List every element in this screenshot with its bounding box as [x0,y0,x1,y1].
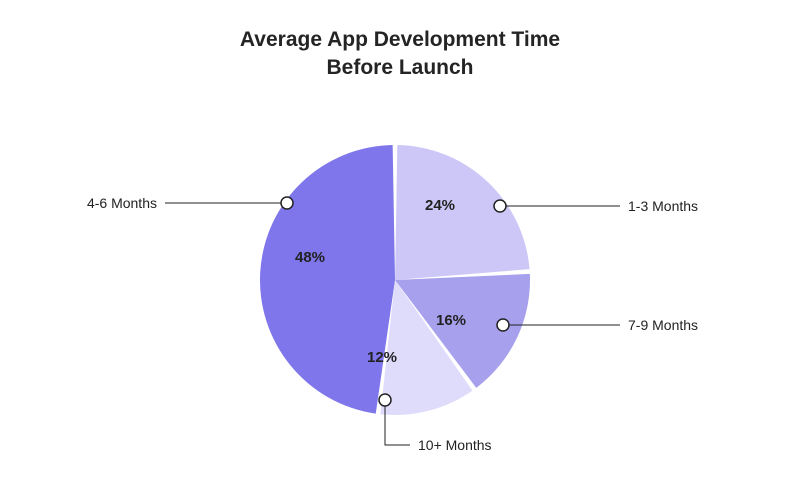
pie-chart-container: Average App Development Time Before Laun… [0,0,800,503]
chart-title-line1: Average App Development Time [240,28,560,51]
pie-slice-1-3 [395,145,530,280]
legend-label-4-6: 4-6 Months [87,195,157,211]
marker-7-9 [497,319,509,331]
chart-title: Average App Development Time Before Laun… [0,26,800,83]
pct-label-10plus: 12% [367,349,397,366]
marker-1-3 [494,200,506,212]
chart-title-line2: Before Launch [326,56,473,79]
marker-10plus [379,394,391,406]
legend-label-1-3: 1-3 Months [628,198,698,214]
pct-label-7-9: 16% [436,312,466,329]
pie-slice-4-6 [260,145,395,414]
pct-label-1-3: 24% [425,197,455,214]
legend-label-7-9: 7-9 Months [628,317,698,333]
pct-label-4-6: 48% [295,249,325,266]
marker-4-6 [281,197,293,209]
legend-label-10plus: 10+ Months [418,437,492,453]
